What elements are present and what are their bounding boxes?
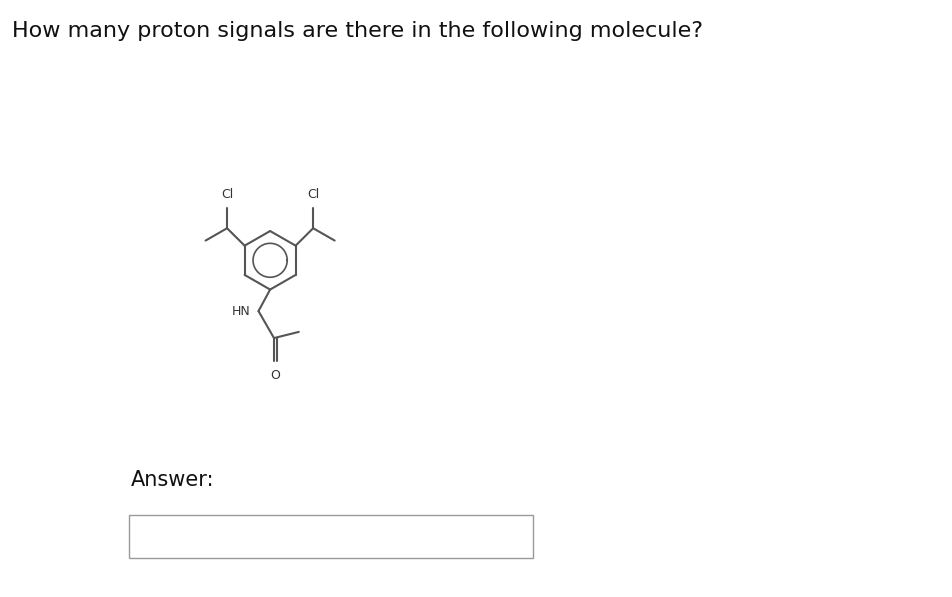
Text: O: O bbox=[270, 369, 281, 382]
Text: Cl: Cl bbox=[221, 188, 233, 201]
Text: HN: HN bbox=[232, 304, 250, 318]
Text: Answer:: Answer: bbox=[130, 470, 214, 490]
Text: How many proton signals are there in the following molecule?: How many proton signals are there in the… bbox=[12, 21, 704, 41]
Text: Cl: Cl bbox=[307, 188, 319, 201]
